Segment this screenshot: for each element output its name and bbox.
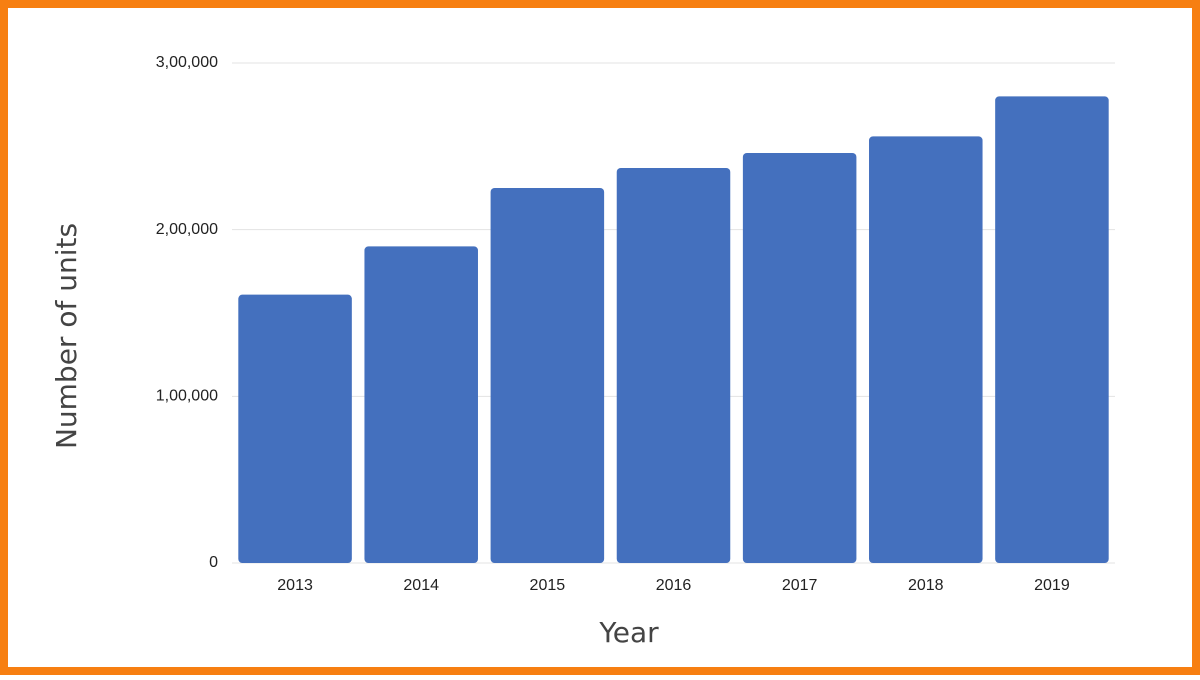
bar (490, 188, 605, 563)
x-tick-label: 2018 (908, 577, 944, 594)
y-tick-label: 0 (209, 554, 218, 571)
x-tick-label: 2014 (403, 577, 439, 594)
x-tick-label: 2016 (656, 577, 692, 594)
y-tick-label: 1,00,000 (156, 388, 218, 405)
bar (238, 294, 352, 563)
x-tick-label: 2013 (277, 577, 313, 594)
y-tick-label: 3,00,000 (156, 54, 218, 71)
bar (995, 96, 1109, 563)
x-axis-title: Year (598, 616, 659, 649)
bar (869, 136, 983, 564)
bar (616, 168, 731, 563)
y-axis-title: Number of units (50, 223, 83, 449)
x-tick-label: 2015 (530, 577, 566, 594)
x-tick-label: 2017 (782, 577, 818, 594)
y-tick-label: 2,00,000 (156, 221, 218, 238)
bar (742, 153, 857, 563)
x-tick-label: 2019 (1034, 577, 1070, 594)
bar (364, 246, 478, 564)
